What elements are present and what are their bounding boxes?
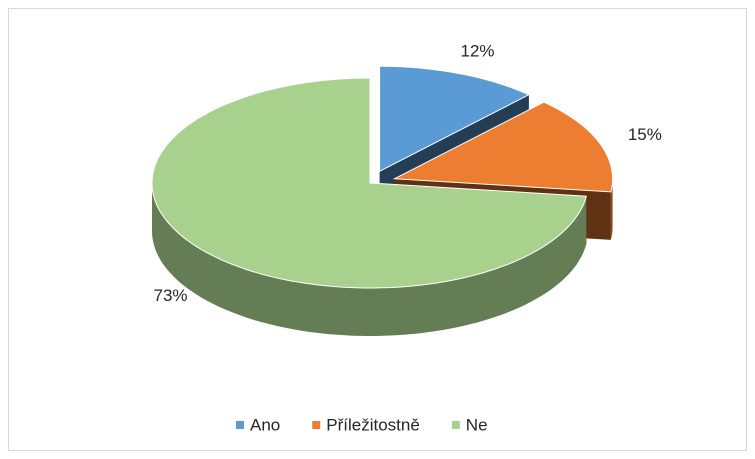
legend-label: Ano [250, 415, 280, 434]
slice-side [152, 183, 587, 336]
slice [151, 77, 587, 289]
data-label: 15% [628, 125, 662, 144]
legend-swatch [312, 421, 321, 429]
slice [392, 101, 614, 193]
legend-label: Ne [466, 415, 488, 434]
slice [379, 65, 531, 173]
legend-label: Příležitostně [326, 415, 420, 434]
legend-swatch [451, 421, 460, 429]
data-label: 12% [461, 42, 495, 61]
legend-swatch [236, 421, 244, 429]
data-label: 73% [153, 286, 187, 305]
slice-side [610, 178, 613, 240]
